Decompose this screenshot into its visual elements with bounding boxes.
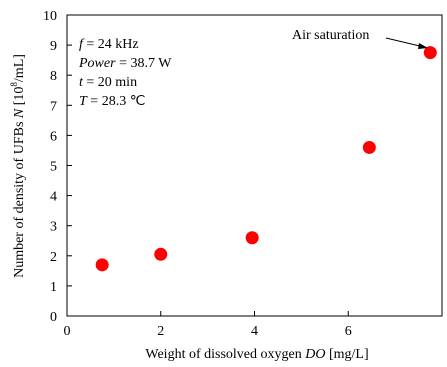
annotation-label: Air saturation — [292, 28, 369, 43]
y-tick-label: 6 — [50, 129, 57, 144]
condition-line: t = 20 min — [79, 75, 137, 90]
y-tick-label: 3 — [50, 220, 57, 235]
y-tick-label: 10 — [43, 9, 57, 24]
x-tick-label: 4 — [251, 324, 258, 339]
data-point — [154, 247, 168, 261]
condition-line: Power = 38.7 W — [78, 56, 172, 71]
y-tick-label: 2 — [50, 250, 57, 265]
x-tick-label: 2 — [157, 324, 164, 339]
condition-line: f = 24 kHz — [79, 37, 139, 52]
data-point — [423, 46, 437, 60]
x-tick-label: 6 — [345, 324, 352, 339]
y-tick-label: 0 — [50, 310, 57, 325]
y-axis-label: Number of density of UFBs N [108/mL] — [9, 54, 27, 278]
data-point — [245, 231, 259, 245]
x-tick-label: 0 — [64, 324, 71, 339]
data-point — [95, 258, 109, 272]
condition-notes: f = 24 kHz Power = 38.7 W t = 20 min T = 28… — [78, 37, 172, 109]
x-axis-ticks: 0 2 4 6 — [64, 311, 352, 339]
y-tick-label: 9 — [50, 39, 57, 54]
condition-line: T = 28.3 ℃ — [79, 94, 145, 109]
x-axis-label: Weight of dissolved oxygen DO [mg/L] — [145, 347, 368, 362]
y-tick-label: 4 — [50, 190, 57, 205]
y-tick-label: 1 — [50, 280, 57, 295]
annotation-arrow-line — [385, 37, 425, 48]
y-tick-label: 5 — [50, 160, 57, 175]
annotation-arrowhead — [418, 43, 428, 49]
y-tick-label: 7 — [50, 99, 57, 114]
data-point — [362, 140, 376, 154]
data-points — [95, 46, 437, 272]
y-axis-ticks: 0 1 2 3 4 5 6 7 8 9 10 — [43, 9, 72, 325]
y-tick-label: 8 — [50, 69, 57, 84]
